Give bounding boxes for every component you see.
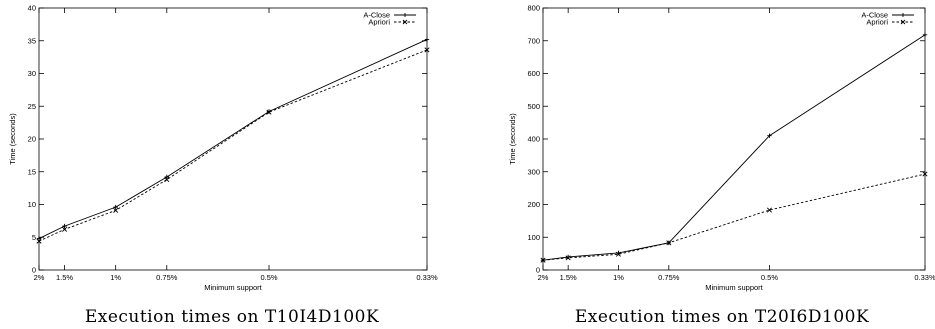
- x-tick-label: 1.5%: [56, 273, 73, 282]
- data-point-apriori: [164, 177, 170, 183]
- x-tick-label: 0.75%: [658, 273, 680, 282]
- series-line-apriori: [38, 49, 428, 242]
- data-point-a-close: [62, 223, 67, 229]
- series-line-apriori: [542, 173, 926, 261]
- y-tick-label: 800: [527, 4, 540, 13]
- caption-t20i6d100k: Execution times on T20I6D100K: [575, 307, 869, 327]
- y-tick-label: 35: [28, 36, 36, 45]
- data-point-apriori: [62, 226, 68, 232]
- caption-t10i4d100k: Execution times on T10I4D100K: [85, 307, 379, 327]
- y-tick-label: 15: [28, 167, 36, 176]
- data-point-a-close: [922, 32, 928, 38]
- data-point-apriori: [565, 255, 571, 261]
- y-tick-label: 400: [527, 135, 540, 144]
- data-point-a-close: [36, 236, 42, 241]
- y-tick-label: 600: [527, 69, 540, 78]
- x-tick-label: 1%: [110, 273, 121, 282]
- data-point-a-close: [113, 204, 118, 210]
- data-point-apriori: [424, 47, 430, 53]
- legend-label-apriori: Apriori: [368, 18, 390, 27]
- legend-label-a-close: A-Close: [363, 11, 390, 20]
- data-point-apriori: [615, 251, 622, 257]
- y-tick-label: 0: [536, 266, 540, 275]
- y-tick-label: 20: [28, 135, 36, 144]
- data-point-apriori: [36, 238, 42, 244]
- y-tick-label: 700: [527, 36, 540, 45]
- series-line-a-close: [38, 39, 428, 239]
- series-line-a-close: [542, 34, 926, 261]
- x-tick-label: 0.33%: [914, 273, 935, 282]
- y-tick-label: 5: [32, 233, 36, 242]
- y-axis-title: Time (seconds): [508, 113, 517, 165]
- y-tick-label: 200: [527, 200, 540, 209]
- data-point-apriori: [113, 207, 119, 213]
- y-tick-label: 30: [28, 69, 36, 78]
- data-point-a-close: [424, 37, 430, 42]
- data-point-a-close: [767, 133, 772, 138]
- data-point-a-close: [164, 174, 169, 180]
- y-tick-label: 300: [527, 167, 540, 176]
- x-tick-label: 0.75%: [156, 273, 178, 282]
- data-point-apriori: [540, 257, 546, 263]
- legend-label-apriori: Apriori: [866, 18, 888, 27]
- legend-label-a-close: A-Close: [861, 11, 888, 20]
- x-tick-label: 1%: [613, 273, 624, 282]
- chart-t10i4d100k: 0 5 10 15 20 25 30 35 40 2% 1.5% 1% 0.75% 0.5% 0.33% Mi…: [8, 4, 438, 293]
- x-axis-title: Minimum support: [204, 283, 262, 292]
- data-point-apriori: [766, 207, 772, 213]
- data-point-apriori: [266, 109, 272, 115]
- x-tick-label: 2%: [538, 273, 549, 282]
- x-tick-label: 0.5%: [761, 273, 778, 282]
- x-tick-label: 0.5%: [260, 273, 277, 282]
- y-tick-label: 25: [28, 102, 36, 111]
- legend-marker-apriori: [402, 19, 408, 25]
- x-tick-label: 2%: [34, 273, 45, 282]
- chart-t20i6d100k: 0 100 200 300 400 500 600 700 800 2% 1.5% 1% 0.75% 0.…: [508, 4, 935, 293]
- plot-frame: [542, 7, 926, 271]
- x-tick-label: 0.33%: [416, 273, 438, 282]
- y-tick-label: 100: [527, 233, 540, 242]
- legend-marker-a-close: [901, 13, 905, 17]
- x-axis-title: Minimum support: [705, 283, 763, 292]
- y-axis-title: Time (seconds): [8, 113, 17, 165]
- x-tick-label: 1.5%: [560, 273, 577, 282]
- y-tick-label: 10: [28, 200, 36, 209]
- data-point-apriori: [666, 240, 672, 246]
- legend-marker-a-close: [403, 13, 407, 17]
- y-tick-label: 40: [28, 4, 36, 13]
- plot-frame: [38, 7, 428, 271]
- data-point-apriori: [922, 171, 928, 177]
- legend-marker-apriori: [900, 19, 906, 25]
- y-tick-label: 0: [32, 266, 36, 275]
- y-tick-label: 500: [527, 102, 540, 111]
